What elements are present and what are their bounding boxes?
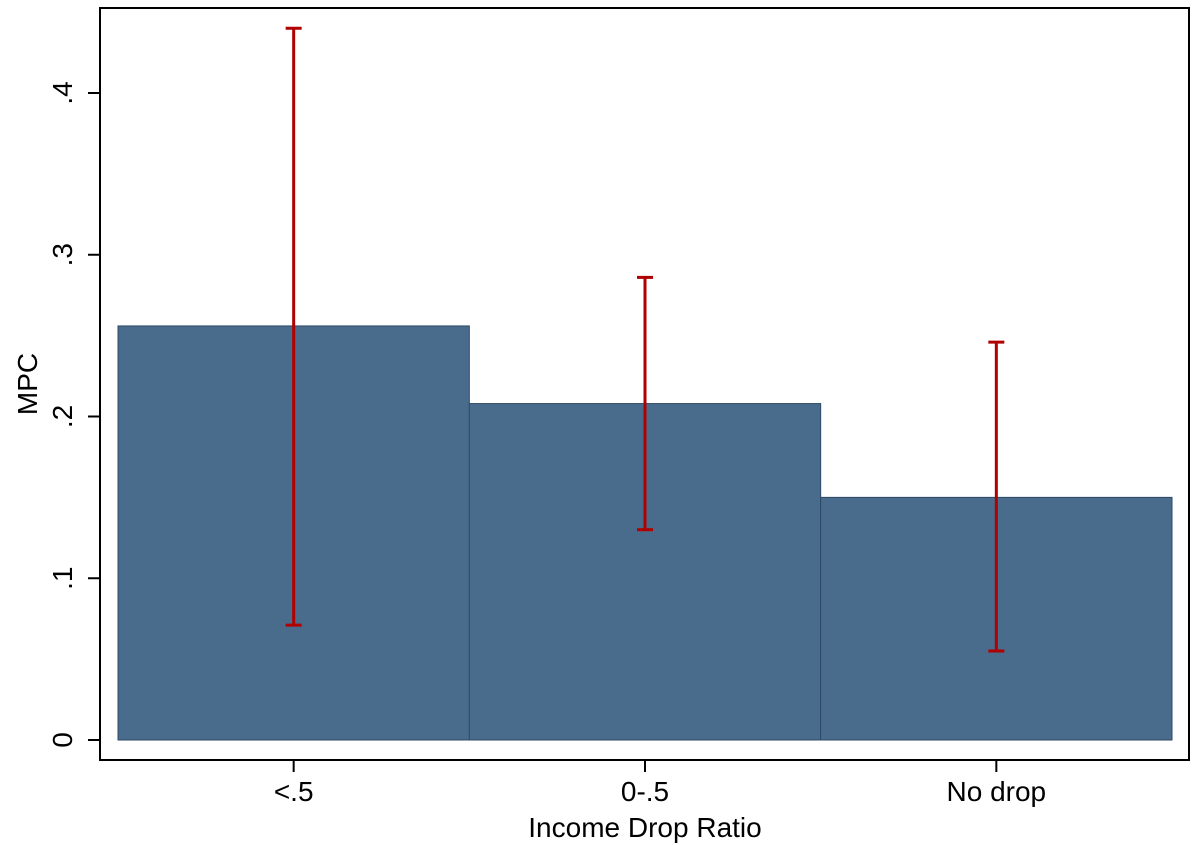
y-tick-label: .1 bbox=[47, 567, 78, 590]
error-bar bbox=[988, 340, 1005, 653]
y-tick-label: .3 bbox=[47, 243, 78, 266]
y-axis: 0 .1 .2 .3 .4 bbox=[47, 81, 100, 748]
error-bar bbox=[637, 275, 653, 532]
x-tick-label: 0-.5 bbox=[621, 776, 669, 807]
y-tick-label: .2 bbox=[47, 405, 78, 428]
error-bar bbox=[285, 26, 302, 627]
x-tick-label: No drop bbox=[947, 776, 1047, 807]
y-tick-label: .4 bbox=[47, 81, 78, 104]
error-bars bbox=[285, 26, 1005, 653]
y-tick-label: 0 bbox=[47, 732, 78, 748]
x-axis: <.5 0-.5 No drop bbox=[274, 760, 1046, 807]
y-axis-title: MPC bbox=[12, 353, 43, 415]
x-axis-title: Income Drop Ratio bbox=[528, 812, 761, 843]
x-tick-label: <.5 bbox=[274, 776, 314, 807]
